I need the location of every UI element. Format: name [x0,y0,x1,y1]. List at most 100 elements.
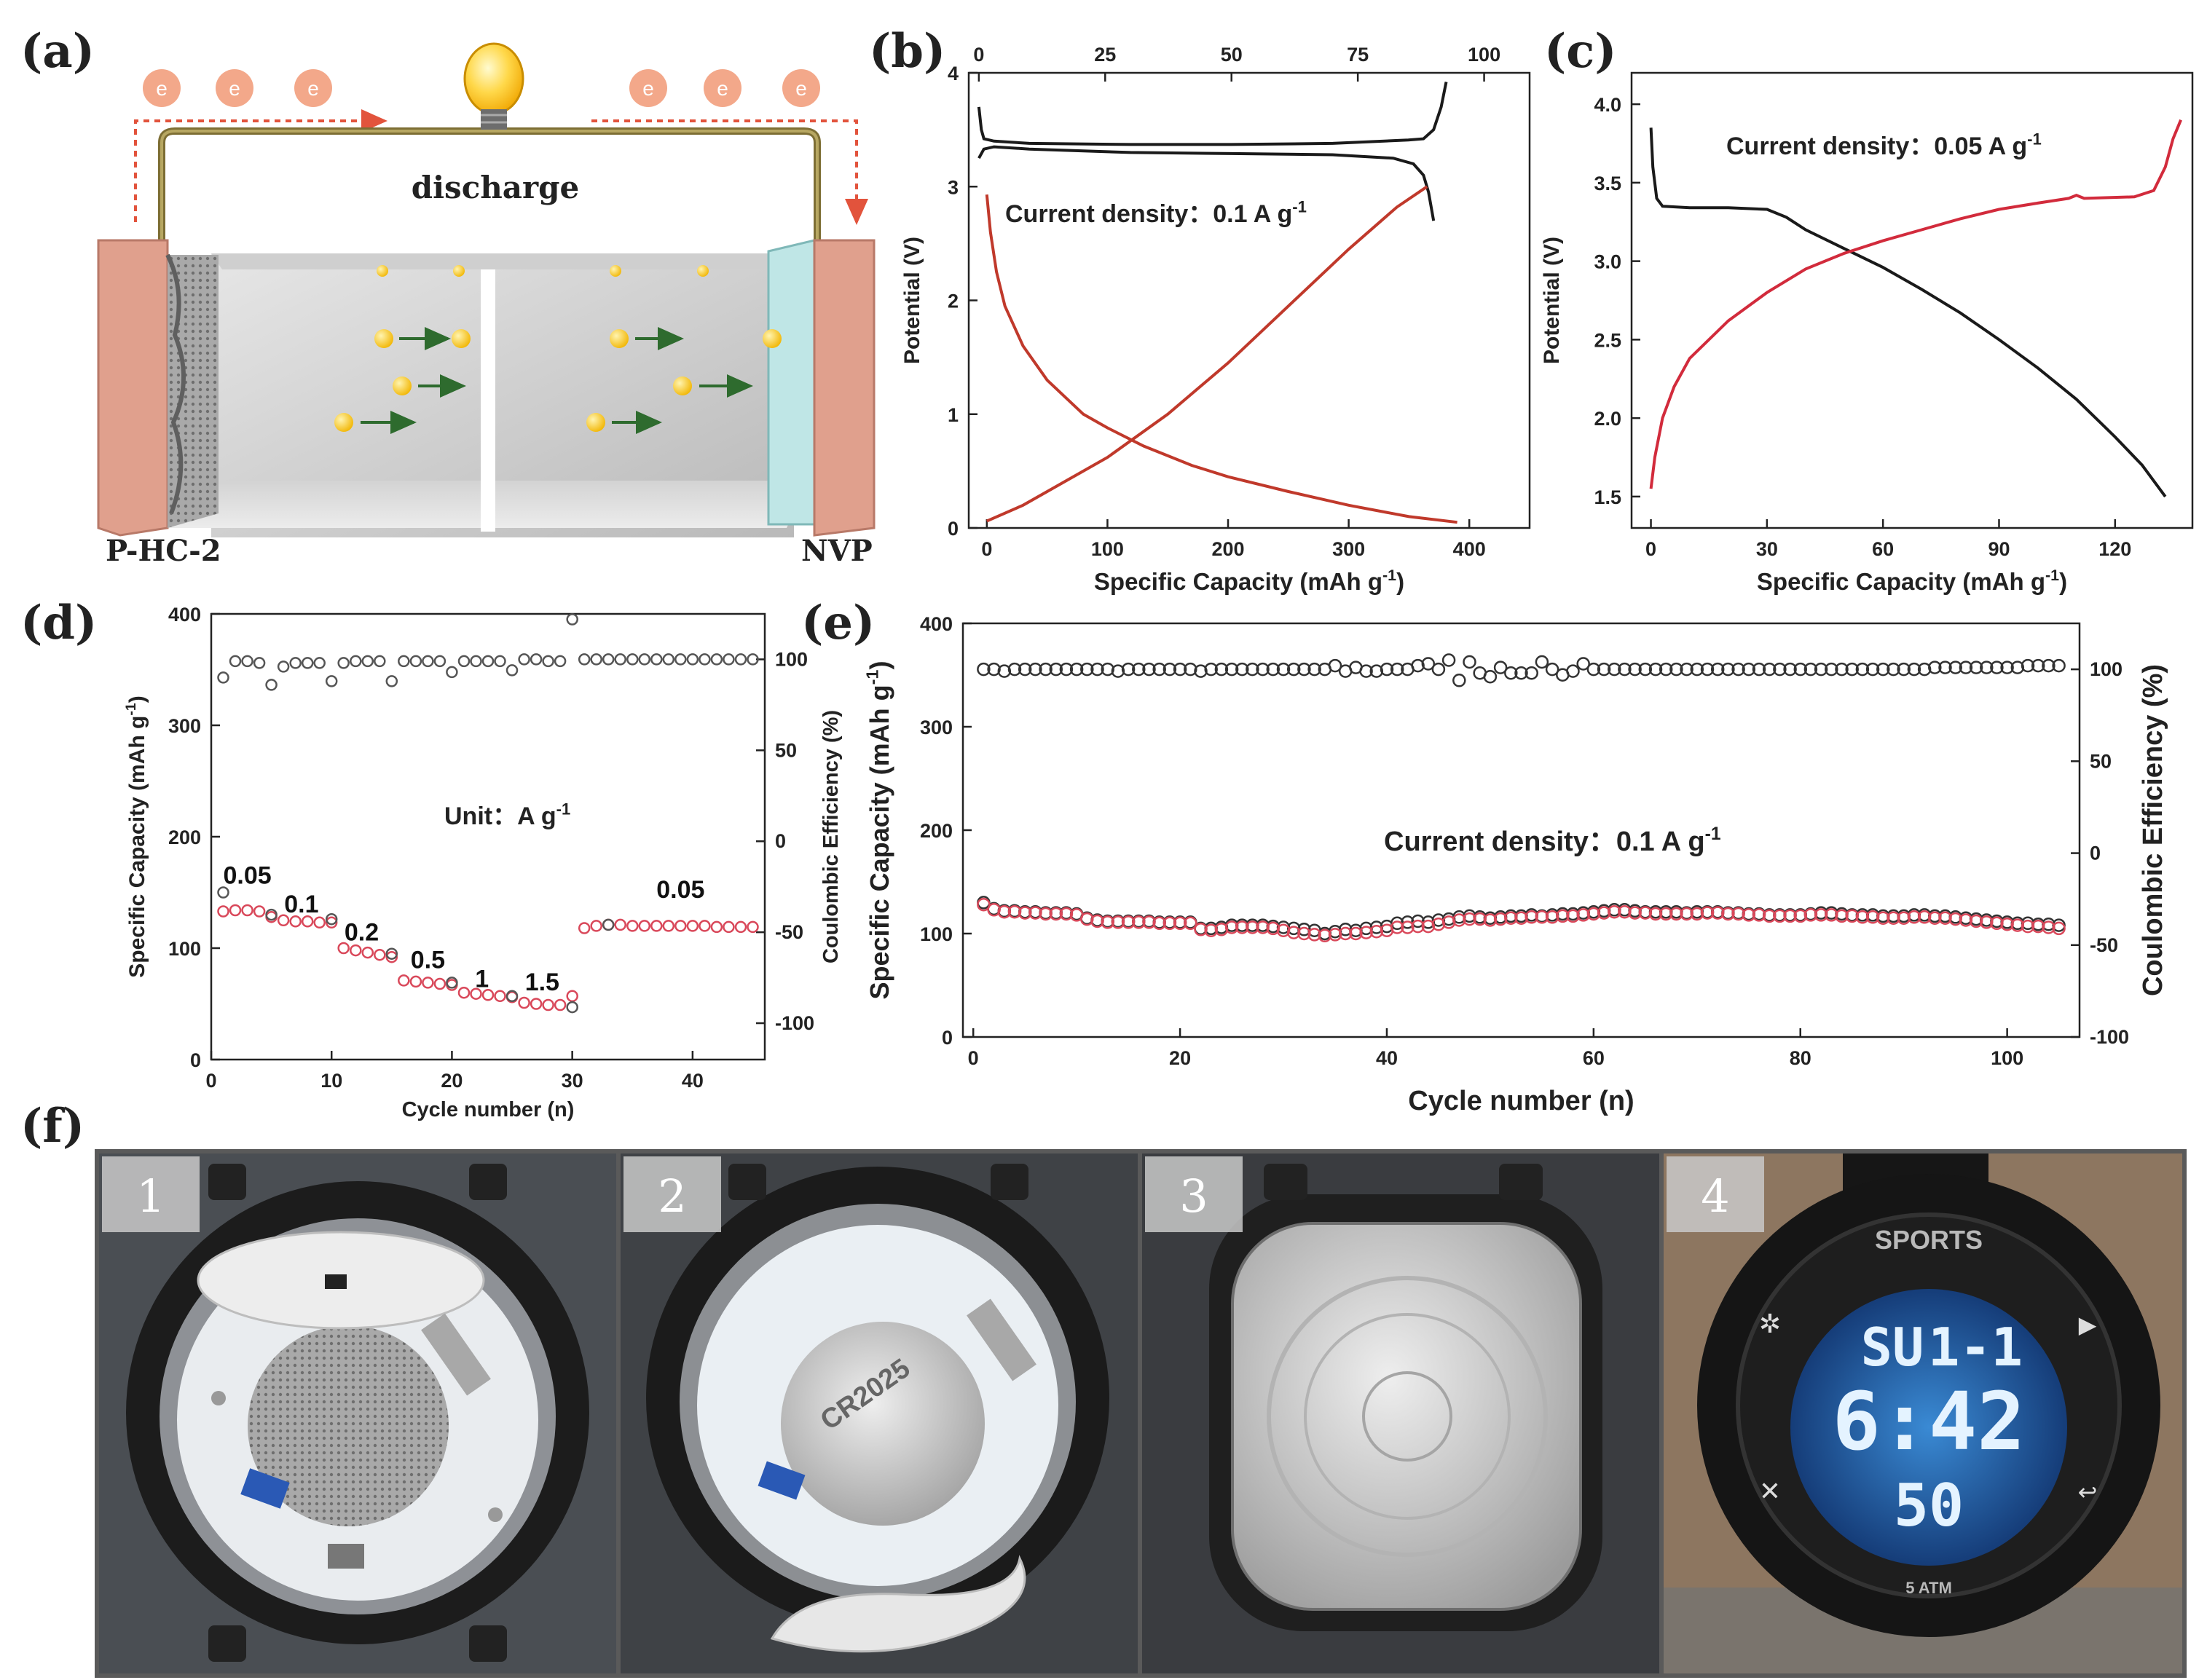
data-point [662,920,675,932]
data-point [1028,906,1042,920]
photo-4: SPORTS SU 1-1 6:42 50 5 ATM ✲ ✕ ▶ ↩ [1664,1153,2182,1673]
data-point [409,975,422,988]
data-point [457,986,471,999]
data-point [385,947,398,960]
y-tick-label: 4 [948,63,959,84]
data-point [734,653,747,666]
x-tick-label: 10 [320,1070,342,1092]
data-point [1783,662,1797,677]
data-point [1938,911,1952,925]
data-point [2031,658,2045,673]
x-axis-title: Cycle number (n) [1408,1086,1634,1116]
ion [377,265,388,277]
data-point [602,653,615,666]
data-point [1369,664,1384,678]
data-point [1907,910,1921,924]
data-point [1007,904,1022,919]
svg-text:3: 3 [1179,1170,1208,1223]
data-point [674,653,687,666]
svg-text:2: 2 [658,1170,686,1223]
data-point [1286,926,1301,939]
data-point [265,679,278,691]
data-point [1907,662,1921,677]
data-point [1608,662,1621,677]
data-point [494,990,506,1003]
data-point [1576,908,1590,922]
data-point [1473,912,1487,926]
data-point [1845,909,1859,923]
data-point [470,987,482,1000]
y-tick-label: 300 [168,715,201,737]
data-point [1773,909,1787,923]
y-tick-label: 300 [920,717,953,738]
panel-label-d: (d) [20,596,97,650]
data-point [2010,660,2025,674]
x-tick-label: 100 [1991,1047,2023,1069]
play-icon: ▶ [2079,1311,2097,1338]
data-point [1648,662,1663,677]
data-point [997,904,1012,919]
data-point [1224,920,1239,934]
data-point [446,666,458,679]
x-tick-label: 60 [1583,1047,1605,1069]
data-point [1659,662,1673,677]
data-point [1359,926,1373,939]
data-point [1928,660,1942,674]
data-point [1049,907,1063,921]
svg-text:4: 4 [1701,1170,1729,1223]
data-point [1669,662,1683,677]
data-point [1535,910,1549,924]
data-point [1980,915,1994,929]
data-point [1762,909,1777,923]
y-tick-label: 3 [948,176,959,198]
data-point [1204,662,1218,677]
data-point [1421,657,1436,671]
data-point [374,655,386,668]
data-point [1618,662,1632,677]
y-tick-label: 400 [168,604,201,626]
light-icon: ✲ [1759,1309,1781,1339]
data-point [638,920,651,932]
data-point [2042,920,2055,934]
data-point [710,920,723,934]
plot-frame [967,71,1531,529]
ion-migration-arrows [334,327,782,434]
data-point [1680,662,1693,677]
data-point [1917,910,1932,924]
data-point [1162,916,1177,931]
y-tick-label: 3.0 [1594,251,1621,273]
data-point [1028,662,1042,677]
data-point [301,915,314,928]
anode-electrode [97,239,219,537]
data-point [433,655,446,668]
data-point [350,655,362,668]
data-point [1721,907,1735,921]
data-point [1752,662,1766,677]
data-point [1452,674,1466,687]
electron-icon: e [629,69,667,107]
data-point [1825,908,1838,922]
data-point [2021,919,2035,934]
y-tick-label: 1.5 [1594,486,1621,508]
data-point [1803,662,1818,677]
data-point [1184,662,1197,677]
data-point [1742,908,1756,922]
watch-date: 1-1 [1928,1317,2023,1378]
data-point [626,653,639,666]
data-point [409,655,422,668]
data-point [505,990,519,1003]
data-point [1545,662,1559,677]
data-point [1783,909,1797,923]
data-point [1256,662,1270,677]
data-point [723,653,735,666]
data-point [1184,916,1197,931]
data-point [1917,662,1932,677]
y-tick-label: 1 [948,404,959,426]
photo-tag-3: 3 [1145,1156,1243,1232]
data-point [241,655,253,668]
data-point [422,655,434,668]
data-point [1090,914,1104,928]
electron-icon: e [704,69,741,107]
data-point [313,657,326,669]
